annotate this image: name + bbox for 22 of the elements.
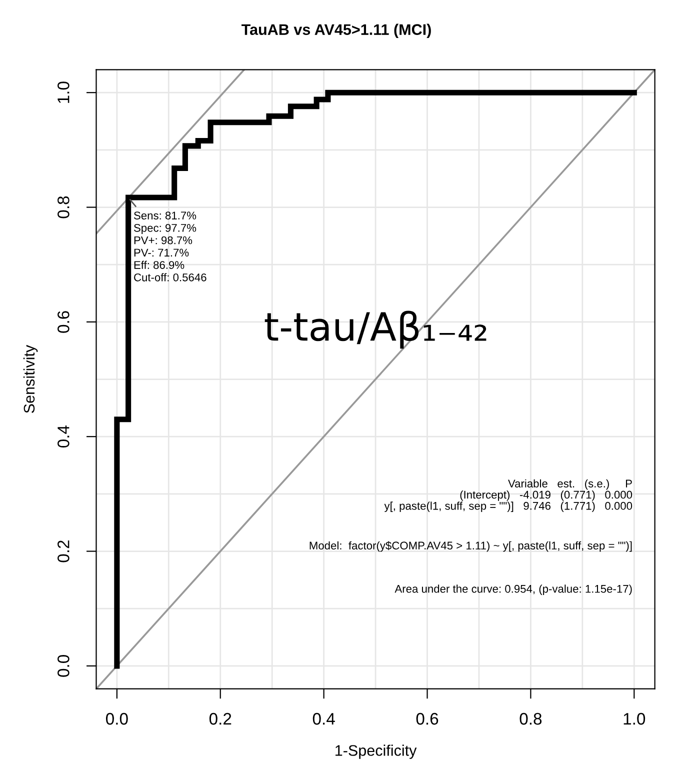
x-tick-label: 0.8 [520, 712, 542, 725]
y-tick-label: 0.0 [58, 654, 70, 677]
annotation: Variable est. (s.e.) P [508, 479, 632, 490]
y-tick-label: 0.2 [58, 540, 70, 562]
annotation: Sens: 81.7% Spec: 97.7% PV+: 98.7% PV-: 71.7% Eff: 86.9% Cut-off: 0.5646 [134, 212, 206, 282]
x-tick-label: 0.6 [416, 712, 438, 725]
y-tick-label: 1.0 [58, 82, 70, 103]
annotation: (Intercept) -4.019 (0.771) 0.000 [460, 490, 632, 501]
annotation: t-tau/Aβ₁₋₄₂ [264, 310, 486, 349]
x-tick-label: 1.0 [624, 712, 646, 725]
x-axis-title: 1-Specificity [336, 744, 417, 759]
annotation: y[, paste(l1, suff, sep = "")] 9.746 (1.771) 0.000 [384, 502, 632, 512]
x-tick-label: 0.2 [209, 712, 232, 725]
annotation: Area under the curve: 0.954, (p-value: 1.15e-17) [394, 584, 632, 595]
chart-title: TauAB vs AV45>1.11 (MCI) [242, 24, 431, 38]
annotation: Model: factor(y$COMP.AV45 > 1.11) ~ y[, paste(l1, suff, sep = "")] [310, 541, 632, 552]
y-tick-label: 0.4 [58, 425, 70, 448]
y-axis-title: Sensitivity [23, 344, 38, 413]
x-tick-label: 0.0 [106, 712, 128, 725]
y-tick-label: 0.8 [58, 196, 70, 218]
y-tick-label: 0.6 [58, 311, 70, 333]
x-tick-label: 0.4 [312, 712, 335, 725]
